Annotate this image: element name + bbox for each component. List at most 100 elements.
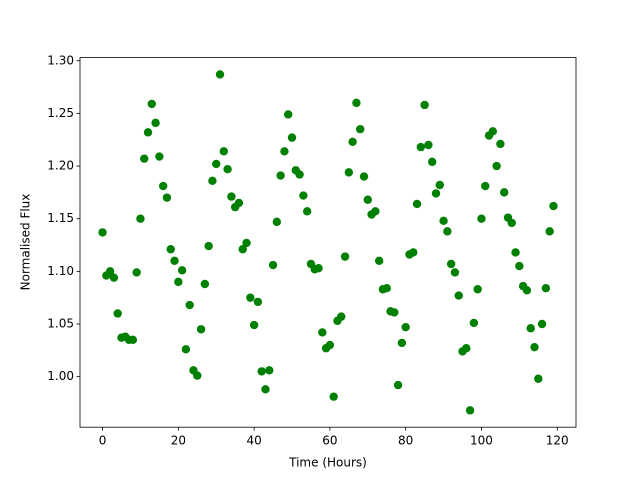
- point: [276, 171, 285, 180]
- point: [155, 152, 164, 161]
- point: [541, 284, 551, 293]
- point: [374, 256, 384, 266]
- point: [428, 157, 437, 167]
- point: [193, 371, 202, 380]
- point: [329, 392, 338, 401]
- point: [363, 195, 372, 204]
- point: [246, 293, 255, 302]
- point: [158, 181, 168, 191]
- x-tick-label: 0: [99, 434, 107, 448]
- point: [249, 320, 259, 330]
- point: [268, 260, 278, 270]
- point: [515, 261, 524, 271]
- point: [382, 284, 391, 293]
- point: [253, 297, 263, 307]
- point: [265, 366, 274, 375]
- point: [177, 266, 187, 275]
- point: [147, 99, 157, 109]
- point: [371, 207, 380, 216]
- x-tick-label: 20: [171, 434, 186, 448]
- point: [356, 125, 365, 134]
- x-tick-label: 80: [398, 434, 413, 448]
- point: [454, 291, 463, 300]
- point: [204, 241, 213, 251]
- point: [530, 342, 539, 352]
- point: [109, 273, 119, 282]
- point: [257, 367, 266, 376]
- point: [242, 238, 251, 248]
- point: [181, 345, 191, 354]
- point: [450, 268, 460, 277]
- point: [393, 380, 403, 390]
- point: [105, 267, 115, 276]
- point: [477, 214, 486, 223]
- point: [170, 256, 179, 266]
- y-tick-label: 1.30: [47, 53, 74, 67]
- point: [473, 285, 482, 294]
- point: [481, 181, 490, 191]
- point: [314, 263, 323, 273]
- point: [151, 118, 160, 128]
- point: [185, 300, 194, 310]
- point: [522, 286, 532, 295]
- point: [174, 277, 183, 287]
- point: [136, 214, 145, 223]
- point: [352, 98, 361, 108]
- point: [443, 227, 452, 236]
- x-tick-label: 40: [246, 434, 261, 448]
- point: [496, 139, 505, 149]
- point: [234, 198, 244, 208]
- point: [488, 127, 498, 136]
- x-tick-label: 120: [546, 434, 569, 448]
- y-tick-label: 1.05: [47, 317, 74, 331]
- point: [227, 192, 236, 201]
- point: [416, 142, 426, 152]
- point: [545, 227, 554, 236]
- point: [526, 324, 535, 333]
- point: [287, 133, 297, 142]
- point: [340, 252, 350, 261]
- point: [344, 168, 354, 177]
- point: [295, 170, 304, 179]
- point: [325, 340, 335, 350]
- point: [132, 268, 141, 277]
- point: [337, 312, 346, 321]
- x-tick-label: 60: [322, 434, 337, 448]
- y-tick-label: 1.00: [47, 369, 74, 383]
- point: [412, 199, 422, 209]
- point: [302, 207, 312, 216]
- point: [348, 137, 357, 147]
- point: [238, 245, 247, 254]
- point: [143, 128, 153, 137]
- y-axis-label: Normalised Flux: [19, 194, 33, 291]
- point: [537, 319, 547, 329]
- point: [318, 328, 327, 337]
- point: [534, 374, 543, 383]
- point: [196, 325, 206, 334]
- point: [128, 335, 138, 345]
- point: [409, 248, 418, 257]
- point: [549, 201, 558, 211]
- y-tick-label: 1.20: [47, 159, 74, 173]
- point: [397, 338, 407, 348]
- point: [390, 308, 399, 317]
- point: [424, 140, 433, 150]
- point: [359, 172, 369, 181]
- point: [162, 193, 172, 202]
- point: [219, 147, 228, 156]
- point: [469, 318, 479, 328]
- point: [435, 180, 444, 190]
- point: [420, 100, 429, 110]
- point: [166, 245, 175, 254]
- point: [215, 70, 225, 79]
- point: [261, 385, 270, 394]
- y-tick-label: 1.15: [47, 211, 74, 225]
- point: [462, 344, 471, 353]
- point: [492, 161, 501, 171]
- point: [499, 188, 509, 197]
- point: [446, 259, 456, 269]
- x-axis-label: Time (Hours): [288, 456, 367, 470]
- point: [200, 279, 210, 289]
